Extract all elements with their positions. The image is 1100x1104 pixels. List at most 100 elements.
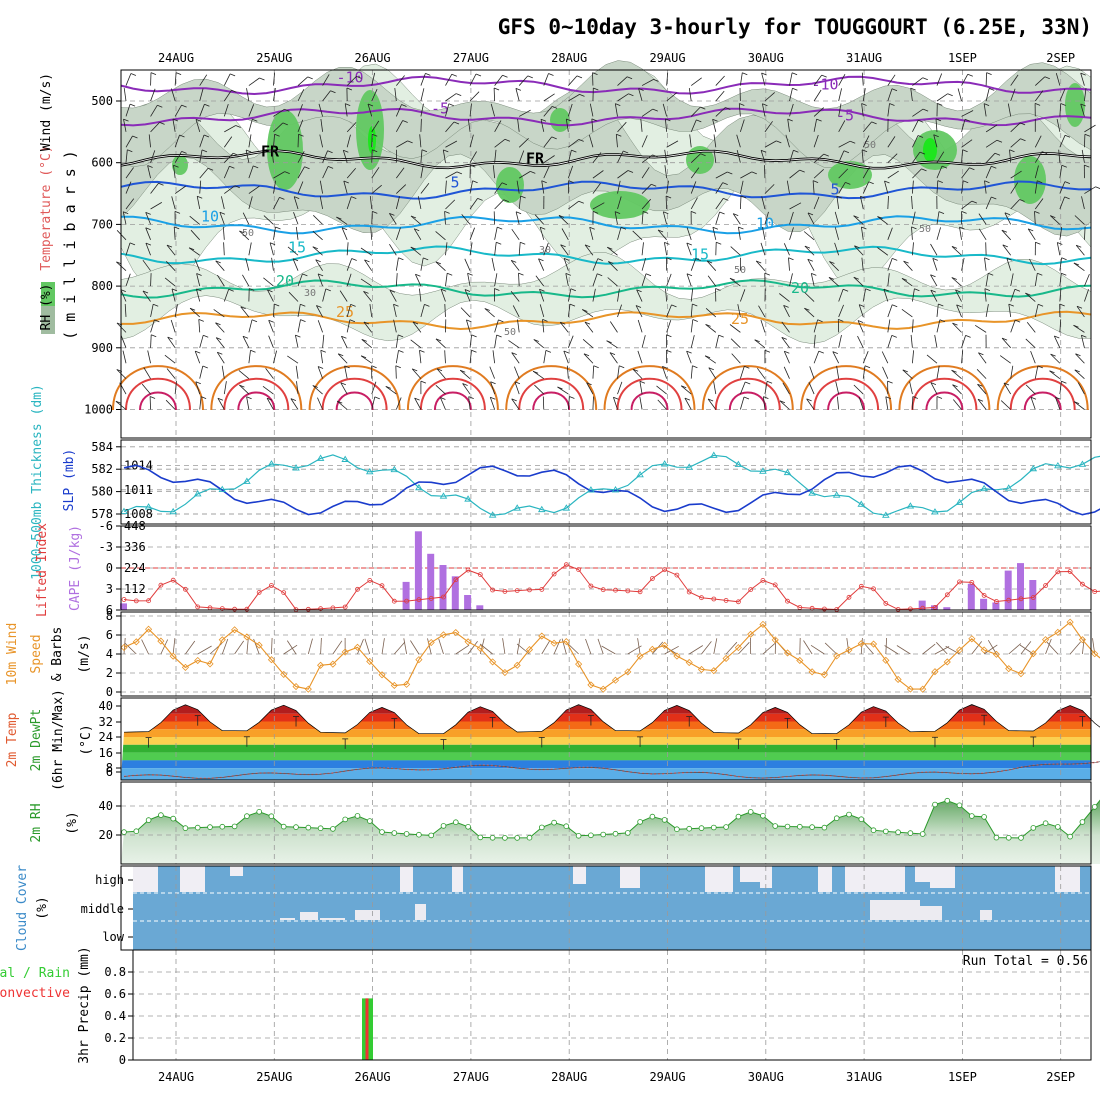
pressure-tick-label: 500 xyxy=(91,94,113,108)
wind-barb xyxy=(151,273,152,286)
temp2m-axis-title: 2m Temp xyxy=(5,712,20,767)
cloud-high-block xyxy=(573,866,586,884)
rh-2m-point xyxy=(625,831,630,836)
rh-2m-point xyxy=(699,826,704,831)
cape-bar xyxy=(476,605,483,610)
thickness-line xyxy=(124,455,1100,515)
cloud-mid-block xyxy=(920,906,942,920)
wind-barb-10m xyxy=(173,638,175,654)
cloud-high-block xyxy=(180,866,205,892)
wind-barb-10m xyxy=(357,639,363,654)
chart-title: GFS 0~10day 3-hourly for TOUGGOURT (6.25… xyxy=(498,15,1092,39)
wind-barb-10m xyxy=(923,644,936,654)
millibars-axis-title: ( m i l l i b a r s ) xyxy=(61,150,79,340)
wind-tick-label: 0 xyxy=(106,685,113,699)
precip-axis-title: 3hr Precip (mm) xyxy=(77,946,92,1063)
cape-bar xyxy=(1017,563,1024,610)
isotherm-label: 25 xyxy=(336,303,354,321)
rh-2m-point xyxy=(1043,821,1048,826)
rh-contour-label: 50 xyxy=(919,224,931,235)
rh-2m-point xyxy=(834,816,839,821)
rh-2m-point xyxy=(945,798,950,803)
rh-2m-point xyxy=(257,809,262,814)
rh-2m-point xyxy=(589,833,594,838)
rh-contour-label: 50 xyxy=(242,228,254,239)
date-label-top: 30AUG xyxy=(748,51,784,65)
wind-barb xyxy=(764,165,765,178)
cloud-axis-title: Cloud Cover xyxy=(15,865,30,951)
cape-bar xyxy=(464,595,471,610)
wind-barb-10m xyxy=(287,641,296,654)
cloud-mid-block xyxy=(355,910,380,920)
rh-2m-point xyxy=(847,812,852,817)
rh-high-area xyxy=(1014,156,1046,204)
wind-tick-label: 4 xyxy=(106,647,113,661)
isotherm-label: 25 xyxy=(731,310,749,328)
cloud-mid-block xyxy=(320,918,345,920)
li-tick-label: 3 xyxy=(106,582,113,596)
precip-tick-label: 0.8 xyxy=(104,965,126,979)
wind-barb-10m xyxy=(702,641,712,654)
rh-2m-point xyxy=(331,827,336,832)
rh-2m-point xyxy=(208,825,213,830)
date-label-top: 29AUG xyxy=(649,51,685,65)
minmax-axis-title: (6hr Min/Max) xyxy=(51,689,66,791)
wind-barb xyxy=(666,196,667,209)
rh-2m-point xyxy=(1006,835,1011,840)
wind-tick-label: 8 xyxy=(106,609,113,623)
thickness-tick-label: 580 xyxy=(91,485,113,499)
rh-2m-point xyxy=(318,826,323,831)
rh-axis-title: RH (%) xyxy=(39,284,54,331)
rh-2m-point xyxy=(797,824,802,829)
rh-2m-point xyxy=(380,830,385,835)
cloud-mid-block xyxy=(415,904,426,920)
rh-2m-point xyxy=(552,820,557,825)
precip-total-title: Total / Rain xyxy=(0,966,70,981)
wind-barb-10m xyxy=(638,638,640,654)
rh-2m-point xyxy=(539,825,544,830)
date-label-bottom: 30AUG xyxy=(748,1070,784,1084)
wind-barb-10m xyxy=(404,638,407,654)
wind-barb-10m xyxy=(1021,641,1031,654)
wind-barb-10m xyxy=(885,646,899,655)
rh-2m-point xyxy=(675,827,680,832)
wind-barb-10m xyxy=(439,639,444,654)
rh-2m-point xyxy=(871,828,876,833)
isotherm-label: FR xyxy=(261,143,280,161)
cloud-high-block xyxy=(1055,866,1080,892)
wind-barb-10m xyxy=(235,641,244,654)
rh-2m-point xyxy=(1080,820,1085,825)
wind-barb-10m xyxy=(308,639,312,654)
date-label-bottom: 29AUG xyxy=(649,1070,685,1084)
wind-barb-10m xyxy=(542,640,550,654)
rh-2m-point xyxy=(650,814,655,819)
rh2m-axis-title: 2m RH xyxy=(29,803,44,842)
wind-barb-10m xyxy=(503,638,505,654)
precip-tick-label: 0.4 xyxy=(104,1009,126,1023)
temperature-band xyxy=(121,698,1091,706)
temperature-fill xyxy=(121,698,1091,780)
rh-2m-point xyxy=(429,833,434,838)
wind-barb-10m xyxy=(198,646,212,654)
isotherm-label: 5 xyxy=(450,173,459,191)
wind-tick-label: 2 xyxy=(106,666,113,680)
cape-axis-title: CAPE (J/kg) xyxy=(68,525,83,611)
pressure-tick-label: 800 xyxy=(91,279,113,293)
rh-2m-point xyxy=(195,825,200,830)
rh-contour-label: 30 xyxy=(539,245,551,256)
rh-2m-point xyxy=(576,833,581,838)
cloud-mid-block xyxy=(980,910,992,920)
rh-high-area xyxy=(590,191,650,219)
date-label-top: 31AUG xyxy=(846,51,882,65)
temperature-tick-label: 24 xyxy=(99,730,113,744)
temperature-tick-label: 6 xyxy=(106,765,113,779)
rh-2m-point xyxy=(171,816,176,821)
